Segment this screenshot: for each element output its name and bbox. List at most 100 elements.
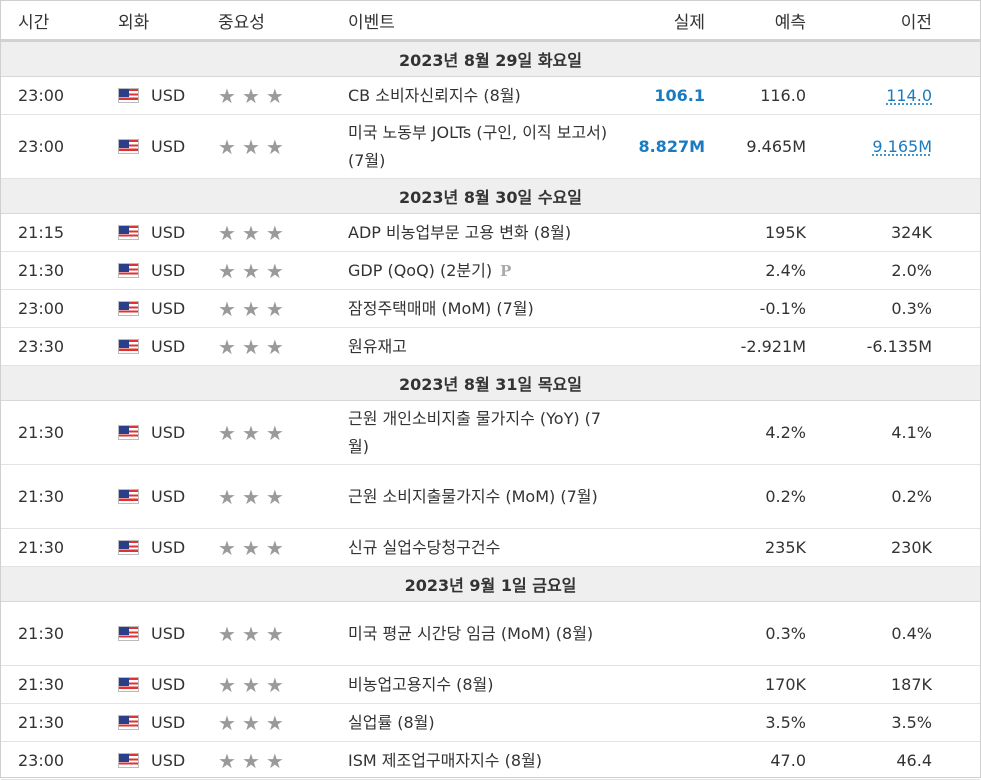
event-name[interactable]: 신규 실업수당청구건수 [331, 534, 611, 562]
importance-stars: ★ ★ ★ [201, 337, 331, 357]
previous-value-text[interactable]: 114.0 [886, 86, 932, 105]
event-label[interactable]: 원유재고 [348, 336, 407, 356]
forecast-value: -0.1% [759, 299, 806, 318]
header-importance[interactable]: 중요성 [218, 12, 265, 33]
star-icon: ★ [218, 484, 236, 509]
event-row[interactable]: 21:30 USD ★ ★ ★ GDP (QoQ) (2분기) P 2.4% 2.0% [1, 252, 980, 290]
star-icon: ★ [241, 672, 260, 697]
actual-value: 106.1 [654, 86, 705, 105]
event-row[interactable]: 21:30 USD ★ ★ ★ 근원 개인소비지출 물가지수 (YoY) (7월) 4.2%… [1, 401, 980, 465]
star-icon: ★ [241, 296, 260, 321]
event-row[interactable]: 23:00 USD ★ ★ ★ 미국 노동부 JOLTs (구인, 이직 보고서) (7월… [1, 115, 980, 179]
star-icon: ★ [241, 535, 260, 560]
event-label[interactable]: 근원 개인소비지출 물가지수 (YoY) (7월) [348, 408, 602, 456]
event-label[interactable]: ADP 비농업부문 고용 변화 (8월) [348, 222, 572, 242]
header-currency[interactable]: 외화 [118, 12, 150, 33]
star-icon: ★ [241, 420, 260, 445]
currency-code: USD [151, 299, 186, 318]
previous-value: 0.2% [806, 487, 932, 506]
event-label[interactable]: 잠정주택매매 (MoM) (7월) [348, 298, 534, 318]
star-icon: ★ [265, 710, 284, 735]
event-time: 21:30 [18, 487, 65, 506]
event-name[interactable]: GDP (QoQ) (2분기) P [331, 257, 611, 285]
currency-code: USD [151, 86, 186, 105]
previous-value-text: 46.4 [896, 751, 932, 770]
event-label[interactable]: 신규 실업수당청구건수 [348, 537, 501, 557]
event-name[interactable]: 비농업고용지수 (8월) [331, 671, 611, 699]
event-label[interactable]: ISM 제조업구매자지수 (8월) [348, 750, 542, 770]
star-icon: ★ [218, 258, 236, 283]
event-name[interactable]: 미국 노동부 JOLTs (구인, 이직 보고서) (7월) [331, 119, 611, 175]
event-name[interactable]: 잠정주택매매 (MoM) (7월) [331, 295, 611, 323]
event-row[interactable]: 21:30 USD ★ ★ ★ 신규 실업수당청구건수 235K 230K [1, 529, 980, 567]
currency-cell: USD [101, 751, 201, 770]
event-row[interactable]: 23:00 USD ★ ★ ★ 잠정주택매매 (MoM) (7월) -0.1% 0.3% [1, 290, 980, 328]
event-label[interactable]: 근원 소비지출물가지수 (MoM) (7월) [348, 486, 598, 506]
header-actual[interactable]: 실제 [673, 12, 705, 33]
event-label[interactable]: 미국 평균 시간당 임금 (MoM) (8월) [348, 623, 594, 643]
header-event[interactable]: 이벤트 [348, 12, 395, 33]
event-name[interactable]: ADP 비농업부문 고용 변화 (8월) [331, 219, 611, 247]
previous-value-text: 3.5% [891, 713, 932, 732]
importance-stars: ★ ★ ★ [201, 538, 331, 558]
us-flag-icon [118, 301, 139, 316]
event-row[interactable]: 23:00 USD ★ ★ ★ CB 소비자신뢰지수 (8월) 106.1 116.0 114.… [1, 77, 980, 115]
importance-stars: ★ ★ ★ [201, 137, 331, 157]
previous-value[interactable]: 114.0 [806, 86, 932, 105]
us-flag-icon [118, 626, 139, 641]
event-name[interactable]: ISM 제조업구매자지수 (8월) [331, 747, 611, 775]
event-label[interactable]: CB 소비자신뢰지수 (8월) [348, 85, 521, 105]
event-row[interactable]: 21:30 USD ★ ★ ★ 비농업고용지수 (8월) 170K 187K [1, 666, 980, 704]
currency-cell: USD [101, 675, 201, 694]
event-row[interactable]: 23:30 USD ★ ★ ★ 원유재고 -2.921M -6.135M [1, 328, 980, 366]
currency-code: USD [151, 538, 186, 557]
header-forecast[interactable]: 예측 [774, 12, 806, 33]
currency-cell: USD [101, 86, 201, 105]
header-previous[interactable]: 이전 [900, 12, 932, 33]
event-label[interactable]: GDP (QoQ) (2분기) [348, 260, 493, 280]
importance-stars: ★ ★ ★ [201, 223, 331, 243]
header-time[interactable]: 시간 [18, 12, 50, 33]
event-label[interactable]: 미국 노동부 JOLTs (구인, 이직 보고서) (7월) [348, 122, 608, 170]
star-icon: ★ [265, 83, 284, 108]
event-time: 23:00 [18, 137, 65, 156]
star-icon: ★ [265, 296, 284, 321]
event-name[interactable]: 실업률 (8월) [331, 709, 611, 737]
event-name[interactable]: 근원 소비지출물가지수 (MoM) (7월) [331, 483, 611, 511]
previous-value-text: 230K [890, 538, 932, 557]
event-label[interactable]: 비농업고용지수 (8월) [348, 674, 494, 694]
event-time: 21:30 [18, 423, 65, 442]
event-time: 21:30 [18, 713, 65, 732]
event-row[interactable]: 21:30 USD ★ ★ ★ 실업률 (8월) 3.5% 3.5% [1, 704, 980, 742]
us-flag-icon [118, 88, 139, 103]
previous-value[interactable]: 9.165M [806, 137, 932, 156]
previous-value: 0.3% [806, 299, 932, 318]
forecast-value: 9.465M [746, 137, 806, 156]
date-header: 2023년 8월 31일 목요일 [1, 366, 980, 401]
us-flag-icon [118, 139, 139, 154]
us-flag-icon [118, 263, 139, 278]
event-row[interactable]: 23:00 USD ★ ★ ★ ISM 제조업구매자지수 (8월) 47.0 46.4 [1, 742, 980, 780]
event-time: 21:15 [18, 223, 65, 242]
importance-stars: ★ ★ ★ [201, 86, 331, 106]
event-row[interactable]: 21:15 USD ★ ★ ★ ADP 비농업부문 고용 변화 (8월) 195K 324K [1, 214, 980, 252]
star-icon: ★ [241, 134, 260, 159]
star-icon: ★ [241, 83, 260, 108]
event-name[interactable]: 근원 개인소비지출 물가지수 (YoY) (7월) [331, 405, 611, 461]
currency-cell: USD [101, 137, 201, 156]
event-label[interactable]: 실업률 (8월) [348, 712, 435, 732]
star-icon: ★ [218, 621, 236, 646]
currency-code: USD [151, 751, 186, 770]
event-name[interactable]: CB 소비자신뢰지수 (8월) [331, 82, 611, 110]
importance-stars: ★ ★ ★ [201, 487, 331, 507]
event-row[interactable]: 21:30 USD ★ ★ ★ 미국 평균 시간당 임금 (MoM) (8월) 0.3% 0.… [1, 602, 980, 666]
event-row[interactable]: 21:30 USD ★ ★ ★ 근원 소비지출물가지수 (MoM) (7월) 0.2% 0.2… [1, 465, 980, 529]
event-time: 23:00 [18, 86, 65, 105]
event-name[interactable]: 원유재고 [331, 333, 611, 361]
star-icon: ★ [241, 748, 260, 773]
previous-value-text[interactable]: 9.165M [872, 137, 932, 156]
currency-code: USD [151, 261, 186, 280]
currency-code: USD [151, 337, 186, 356]
us-flag-icon [118, 540, 139, 555]
event-name[interactable]: 미국 평균 시간당 임금 (MoM) (8월) [331, 620, 611, 648]
